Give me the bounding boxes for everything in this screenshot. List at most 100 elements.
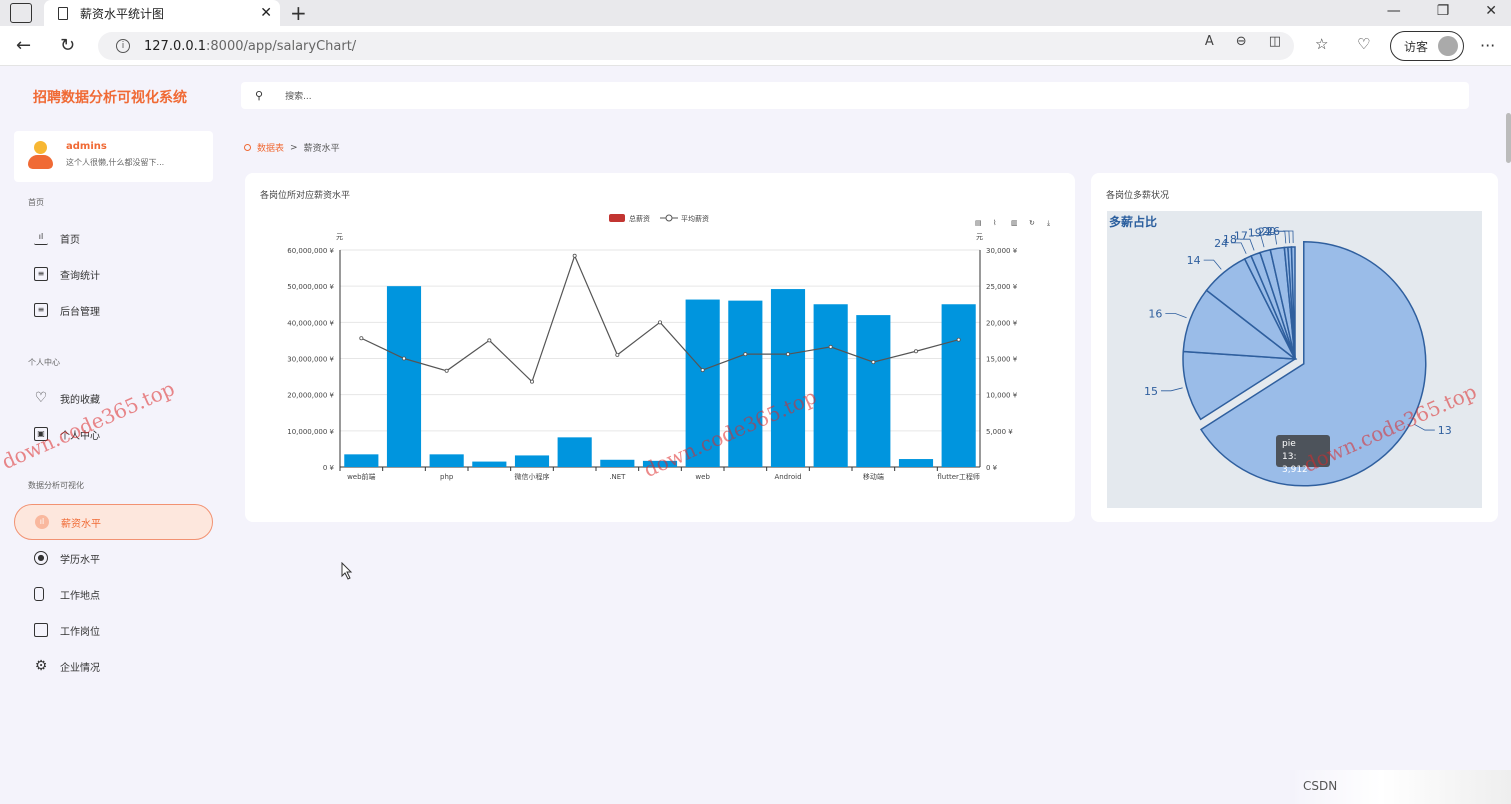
pie-label: 13 xyxy=(1438,424,1452,437)
y-right-tick: 25,000 ¥ xyxy=(986,283,1018,291)
bar xyxy=(386,286,422,467)
bar xyxy=(728,300,763,467)
legend-marker-avg xyxy=(665,214,673,222)
sidebar-item-favorites[interactable]: ♡ 我的收藏 xyxy=(14,380,213,416)
browser-tab[interactable]: 薪资水平统计图 ✕ xyxy=(44,0,280,26)
y-right-tick: 10,000 ¥ xyxy=(986,392,1018,400)
pie-label: 19 xyxy=(1248,227,1262,240)
url-field[interactable]: i 127.0.0.1:8000/app/salaryChart/ xyxy=(98,32,1294,60)
y-left-tick: 40,000,000 ¥ xyxy=(287,319,334,327)
browser-tabbar: 薪资水平统计图 ✕ + — ❐ ✕ xyxy=(0,0,1511,26)
sidebar-item-label: 企业情况 xyxy=(60,662,100,674)
restore-icon[interactable]: ↻ xyxy=(1029,219,1035,227)
sidebar-item-location[interactable]: 工作地点 xyxy=(14,576,213,612)
restore-icon[interactable]: ❐ xyxy=(1436,3,1450,19)
split-screen-icon[interactable]: ◫ xyxy=(1268,34,1281,49)
legend-label-total: 总薪资 xyxy=(629,214,650,223)
x-tick-label: web xyxy=(695,473,710,481)
bar xyxy=(642,460,678,467)
user-card[interactable]: admins 这个人很懒,什么都没留下... xyxy=(14,131,213,182)
legend-label-avg: 平均薪资 xyxy=(681,214,709,223)
search-bar[interactable]: ⚲ 搜索... xyxy=(241,82,1469,109)
read-aloud-icon[interactable]: A xyxy=(1204,34,1214,49)
zoom-icon[interactable]: ⊖ xyxy=(1235,34,1247,49)
minimize-icon[interactable]: — xyxy=(1386,3,1401,19)
bar xyxy=(344,454,379,467)
x-tick-label: 移动端 xyxy=(863,472,884,481)
user-avatar-icon xyxy=(26,141,54,171)
back-icon[interactable]: ← xyxy=(16,35,32,56)
document-icon: ≡ xyxy=(34,303,48,317)
breadcrumb-current: 薪资水平 xyxy=(303,144,340,154)
mouse-cursor-icon xyxy=(341,562,353,580)
section-title-personal: 个人中心 xyxy=(28,358,60,367)
bar xyxy=(685,299,720,467)
salary-chart-card: 各岗位所对应薪资水平 总薪资 平均薪资 ▤ ⌇ ▥ ↻ ⤓ 元 元 0 ¥ 10,000,000 ¥… xyxy=(245,173,1075,522)
bar-switch-icon[interactable]: ▥ xyxy=(1011,219,1018,227)
bar xyxy=(514,455,550,467)
avg-salary-point xyxy=(529,379,534,384)
line-switch-icon[interactable]: ⌇ xyxy=(993,219,996,227)
sidebar-item-home[interactable]: ıl 首页 xyxy=(14,220,213,256)
health-icon[interactable]: ♡ xyxy=(1357,35,1371,53)
url-host: 127.0.0.1 xyxy=(144,38,207,54)
profile-button[interactable]: 访客 xyxy=(1390,31,1464,61)
profile-label: 访客 xyxy=(1404,39,1429,54)
lock-icon xyxy=(34,587,44,601)
close-tab-icon[interactable]: ✕ xyxy=(260,5,272,21)
data-view-icon[interactable]: ▤ xyxy=(975,219,982,227)
y-right-unit: 元 xyxy=(976,233,983,241)
breadcrumb-separator: > xyxy=(290,142,298,153)
new-tab-icon[interactable]: + xyxy=(290,1,307,25)
site-info-icon[interactable]: i xyxy=(116,39,130,53)
pie-label: 24 xyxy=(1214,237,1228,250)
scrollbar[interactable] xyxy=(1506,113,1511,163)
avg-salary-point xyxy=(786,352,791,357)
tab-actions-icon[interactable] xyxy=(10,3,32,23)
tab-title: 薪资水平统计图 xyxy=(80,6,165,21)
y-right-tick: 20,000 ¥ xyxy=(986,319,1018,327)
sidebar-item-admin[interactable]: ≡ 后台管理 xyxy=(14,292,213,328)
card-title: 各岗位所对应薪资水平 xyxy=(260,191,351,201)
save-image-icon[interactable]: ⤓ xyxy=(1047,219,1050,227)
pie-label-line xyxy=(1264,232,1278,245)
x-tick-label: php xyxy=(440,473,454,481)
avg-salary-point xyxy=(700,368,705,373)
sidebar-item-company[interactable]: ⚙ 企业情况 xyxy=(14,648,213,684)
sidebar-item-profile[interactable]: ▣ 个人中心 xyxy=(14,416,213,452)
folder-icon xyxy=(34,623,48,637)
x-tick-label: flutter工程师 xyxy=(937,472,980,481)
tooltip-value: 13: 3,912 xyxy=(1282,452,1308,475)
y-left-tick: 0 ¥ xyxy=(323,464,335,472)
bar xyxy=(472,461,507,467)
y-left-tick: 30,000,000 ¥ xyxy=(287,356,334,364)
bar-chart-icon: ıl xyxy=(34,231,48,245)
bar xyxy=(770,289,806,467)
sidebar-item-query[interactable]: ≡ 查询统计 xyxy=(14,256,213,292)
x-tick-label: .NET xyxy=(609,473,626,481)
csdn-brand: CSDN xyxy=(1295,770,1511,804)
sidebar-item-label: 个人中心 xyxy=(60,430,100,442)
search-icon: ⚲ xyxy=(255,89,264,102)
gear-icon: ⚙ xyxy=(34,658,48,674)
pie-label: 20 xyxy=(1262,225,1276,238)
close-window-icon[interactable]: ✕ xyxy=(1485,3,1497,19)
y-left-tick: 50,000,000 ¥ xyxy=(287,283,334,291)
pie-label-line xyxy=(1231,242,1247,254)
pie-label-line xyxy=(1165,313,1187,319)
pie-label-line xyxy=(1278,230,1290,244)
sidebar-item-salary[interactable]: ıl 薪资水平 xyxy=(14,504,213,540)
breadcrumb-home[interactable]: 数据表 xyxy=(257,144,285,154)
pie-label: 18 xyxy=(1223,233,1237,246)
refresh-icon[interactable]: ↻ xyxy=(60,35,76,56)
sidebar-item-position[interactable]: 工作岗位 xyxy=(14,612,213,648)
more-icon[interactable]: ··· xyxy=(1480,36,1496,55)
search-input[interactable]: 搜索... xyxy=(285,92,312,102)
favorites-icon[interactable]: ☆ xyxy=(1315,35,1329,53)
bar xyxy=(898,459,934,467)
y-right-tick: 30,000 ¥ xyxy=(986,247,1018,255)
bar xyxy=(429,454,464,467)
avg-salary-point xyxy=(956,337,961,342)
sidebar-item-education[interactable]: ● 学历水平 xyxy=(14,540,213,576)
bar xyxy=(856,315,891,467)
